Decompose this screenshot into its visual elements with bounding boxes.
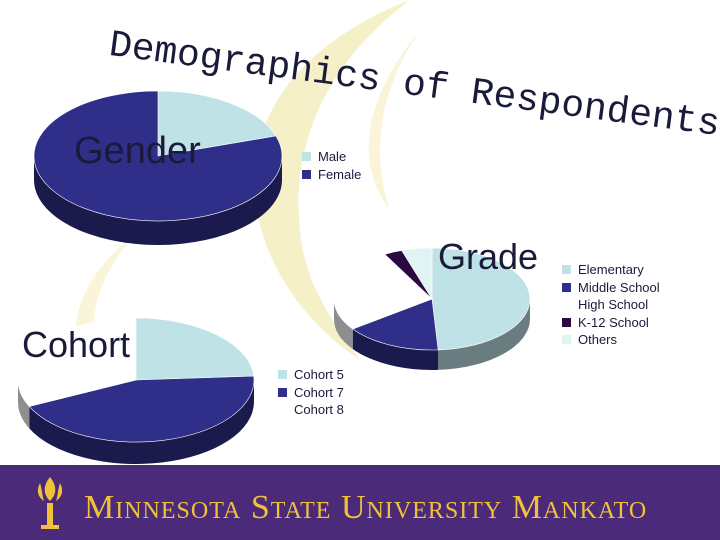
cohort-legend: Cohort 5 Cohort 7 Cohort 8	[278, 366, 344, 419]
gender-chart-title: Gender	[74, 130, 201, 172]
wordmark-word-1: MINNESOTA	[84, 489, 242, 526]
grade-legend: Elementary Middle School High School K-12 S…	[562, 261, 660, 349]
torch-icon	[37, 477, 63, 529]
gender-slice-2	[33, 90, 283, 222]
grade-legend-label: Middle School	[578, 279, 660, 295]
cohort-legend-item: Cohort 8	[278, 401, 344, 419]
grade-chart-title: Grade	[438, 236, 539, 277]
gender-pie-chart	[33, 90, 283, 245]
grade-slice-2	[352, 298, 439, 351]
gender-slice-1	[157, 90, 277, 157]
cohort-legend-item: Cohort 5	[278, 366, 344, 384]
cohort-chart-title: Cohort	[22, 324, 131, 365]
grade-legend-swatch	[562, 282, 571, 292]
gender-legend-item: Female	[302, 166, 361, 184]
wordmark-word-3: UNIVERSITY	[340, 489, 503, 526]
cohort-pie-chart	[17, 317, 255, 464]
cohort-slice-3	[17, 317, 137, 407]
grade-legend-swatch	[562, 335, 571, 345]
grade-legend-item: K-12 School	[562, 314, 660, 332]
grade-legend-label: Others	[578, 332, 618, 348]
gender-legend-swatch	[302, 152, 311, 162]
grade-slice-side-1	[438, 299, 530, 370]
grade-slice-side-2	[352, 328, 439, 370]
grade-legend-swatch	[562, 265, 571, 275]
grade-legend-label: High School	[578, 297, 649, 313]
grade-legend-item: Others	[562, 331, 660, 349]
cohort-legend-swatch	[278, 405, 287, 415]
cohort-legend-label: Cohort 8	[294, 402, 344, 418]
cohort-legend-swatch	[278, 370, 287, 380]
cohort-slice-1	[135, 317, 255, 381]
wordmark-word-4: MANKATO	[511, 489, 648, 526]
university-wordmark: MINNESOTA STATE UNIVERSITY MANKATO	[84, 489, 647, 527]
grade-legend-item: Elementary	[562, 261, 660, 279]
cohort-legend-label: Cohort 5	[294, 367, 344, 383]
gender-slice-side-2	[34, 156, 282, 245]
grade-legend-label: K-12 School	[578, 314, 649, 330]
cohort-legend-label: Cohort 7	[294, 384, 344, 400]
cohort-legend-swatch	[278, 387, 287, 397]
grade-legend-item: Middle School	[562, 279, 660, 297]
gender-legend-item: Male	[302, 148, 361, 166]
gender-legend-label: Female	[318, 166, 362, 182]
grade-legend-swatch	[562, 317, 571, 327]
grade-legend-item: High School	[562, 296, 660, 314]
grade-legend-label: Elementary	[578, 262, 644, 278]
cohort-slice-side-2	[29, 380, 254, 464]
grade-slice-5	[401, 247, 433, 301]
wordmark-word-2: STATE	[250, 489, 332, 526]
grade-slice-3	[333, 253, 433, 330]
grade-pie-chart	[333, 247, 531, 370]
cohort-legend-item: Cohort 7	[278, 384, 344, 402]
grade-slice-1	[431, 247, 531, 351]
gender-legend-label: Male	[318, 149, 347, 165]
cohort-slice-side-3	[18, 380, 30, 429]
grade-slice-side-3	[334, 299, 353, 349]
gender-legend-swatch	[302, 169, 311, 179]
grade-legend-swatch	[562, 300, 571, 310]
footer-banner: MINNESOTA STATE UNIVERSITY MANKATO	[0, 465, 720, 540]
gender-legend: Male Female	[302, 148, 361, 183]
